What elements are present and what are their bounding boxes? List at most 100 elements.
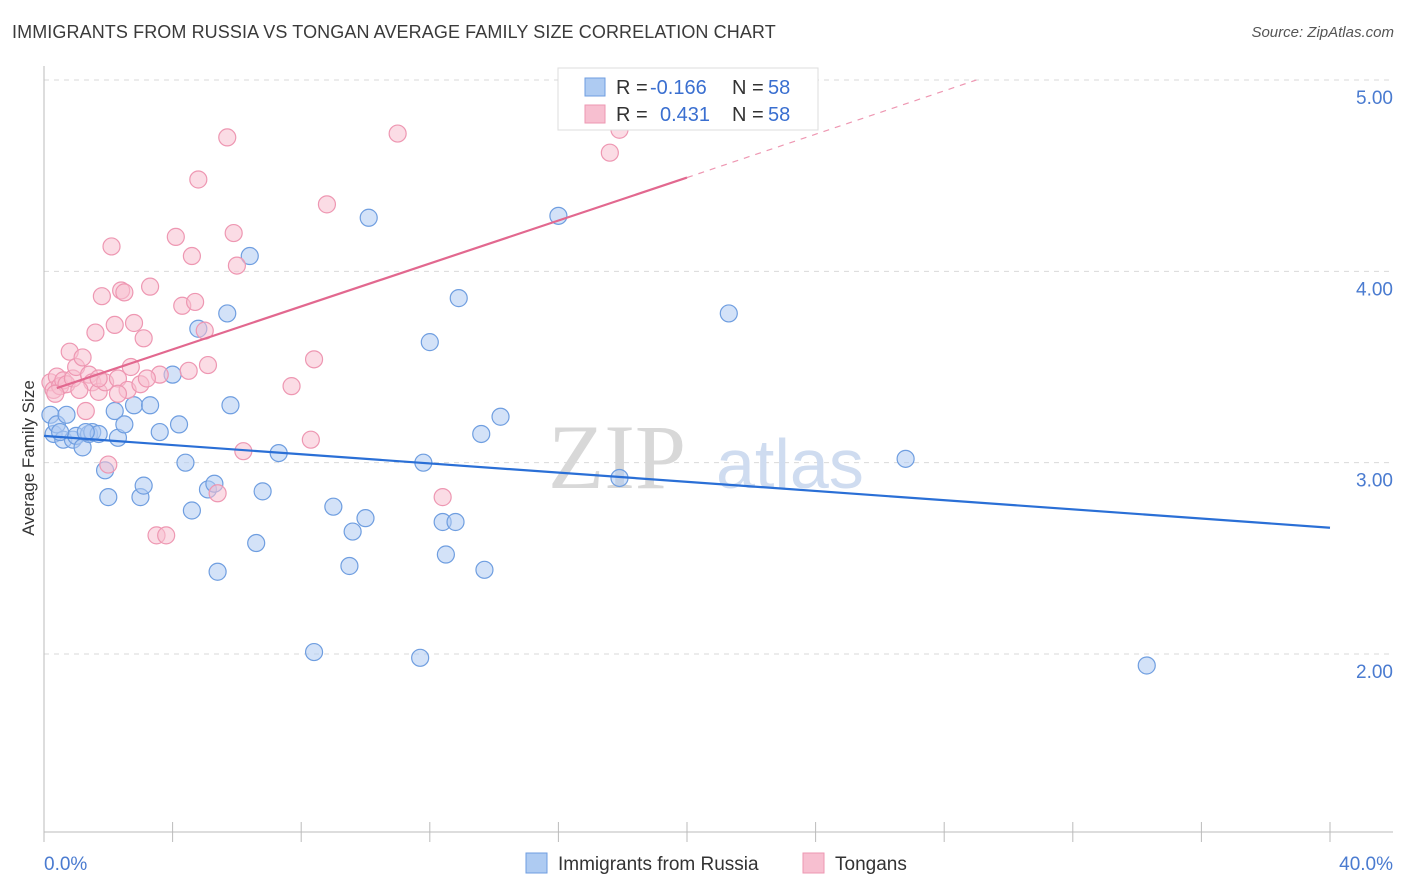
tongan-point <box>105 315 124 335</box>
russia-point <box>359 208 378 227</box>
x-tick-label-max: 40.0% <box>1339 854 1393 875</box>
russia-point <box>436 545 455 564</box>
tongan-point <box>301 430 320 449</box>
tongan-point <box>218 128 237 147</box>
russia-point <box>420 333 439 352</box>
legend-russia-r-label: R = <box>616 77 648 99</box>
russia-point <box>134 476 153 495</box>
russia-point <box>169 415 189 434</box>
y-tick-label: 4.00 <box>1356 279 1393 300</box>
legend-tongan-r-label: R = <box>616 104 648 126</box>
tongan-point <box>304 350 324 369</box>
tongan-point <box>186 292 205 312</box>
russia-point <box>411 648 430 667</box>
tongan-point <box>99 455 118 474</box>
tongan-point <box>86 323 105 342</box>
tongan-point <box>388 124 407 143</box>
series-tongan-points <box>41 120 629 545</box>
tongan-point <box>317 195 337 214</box>
tongan-point <box>208 484 227 503</box>
tongan-point <box>102 237 121 256</box>
chart-title: IMMIGRANTS FROM RUSSIA VS TONGAN AVERAGE… <box>12 22 776 42</box>
legend-tongan-r-value: 0.431 <box>660 104 710 126</box>
russia-point <box>115 415 134 434</box>
legend-russia-swatch <box>584 77 606 97</box>
tongan-point <box>189 170 208 189</box>
russia-point <box>896 449 915 468</box>
source-credit: Source: ZipAtlas.com <box>1251 24 1394 41</box>
russia-point <box>176 453 195 472</box>
tongan-point <box>433 488 452 507</box>
tongan-point <box>76 401 95 421</box>
watermark: ZIP atlas <box>548 406 864 508</box>
russia-point <box>150 422 169 442</box>
tongan-point <box>227 256 246 275</box>
bottom-legend-russia-swatch <box>525 852 548 874</box>
x-tick-label-min: 0.0% <box>44 854 87 875</box>
russia-point <box>247 533 266 553</box>
bottom-legend-tongan-swatch <box>802 852 825 874</box>
bottom-legend: Immigrants from Russia Tongans <box>525 852 907 875</box>
tongan-point <box>157 526 176 545</box>
russia-point <box>472 424 491 444</box>
russia-point <box>105 401 124 421</box>
gridlines <box>44 79 1393 655</box>
russia-point <box>57 405 76 424</box>
legend-tongan-n-label: N = <box>732 104 764 126</box>
russia-point <box>475 560 494 579</box>
tongan-point <box>92 287 111 306</box>
russia-point <box>240 246 259 266</box>
tongan-point <box>182 246 201 266</box>
tongan-point <box>166 227 185 246</box>
russia-point <box>356 509 375 528</box>
russia-point <box>449 289 468 308</box>
trend-lines <box>43 79 1331 529</box>
tongan-point <box>600 143 619 162</box>
y-tick-label: 3.00 <box>1356 471 1393 492</box>
tongan-point <box>282 377 301 396</box>
russia-point <box>99 488 118 507</box>
tongan-point <box>108 384 128 403</box>
russia-point <box>446 512 465 532</box>
tongan-trend-extension <box>686 79 977 179</box>
legend-russia-n-value: 58 <box>768 77 790 99</box>
tongan-trend-line <box>56 176 688 390</box>
tongan-point <box>140 277 160 296</box>
russia-point <box>140 396 160 415</box>
russia-point <box>491 407 510 426</box>
axes: 2.00 3.00 4.00 5.00 <box>43 66 1393 842</box>
tongan-point <box>73 348 92 367</box>
russia-point <box>719 304 738 323</box>
russia-point <box>324 497 343 516</box>
tongan-point <box>70 380 89 400</box>
russia-point <box>304 642 324 662</box>
tongan-point <box>198 355 218 375</box>
tongan-point <box>115 283 134 302</box>
tongan-point <box>137 369 156 388</box>
legend-russia-r-value: -0.166 <box>650 77 707 99</box>
tongan-point <box>46 384 65 403</box>
legend-box: R = -0.166 N = 58 R = 0.431 N = 58 <box>557 67 819 131</box>
russia-trend-line <box>43 434 1331 529</box>
tongan-point <box>179 361 198 380</box>
y-tick-label: 5.00 <box>1356 88 1393 109</box>
watermark-atlas: atlas <box>716 425 864 503</box>
russia-point <box>1137 656 1156 675</box>
russia-point <box>208 562 227 581</box>
russia-point <box>343 522 362 541</box>
y-tick-label: 2.00 <box>1356 662 1393 683</box>
tongan-point <box>224 223 243 243</box>
russia-point <box>218 304 237 323</box>
tongan-point <box>124 313 144 333</box>
russia-point <box>221 396 240 415</box>
russia-point <box>253 482 272 501</box>
tongan-point <box>134 329 153 348</box>
russia-point <box>124 396 144 415</box>
y-axis-label: Average Family Size <box>19 380 38 536</box>
watermark-zip: ZIP <box>548 406 686 508</box>
legend-russia-n-label: N = <box>732 77 764 99</box>
tongan-point <box>89 369 108 388</box>
bottom-legend-russia-label: Immigrants from Russia <box>558 854 759 875</box>
legend-tongan-n-value: 58 <box>768 104 790 126</box>
russia-point <box>182 501 201 520</box>
